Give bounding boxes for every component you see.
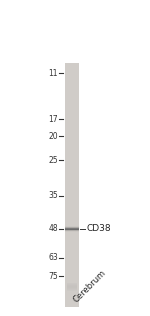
Text: 20: 20: [49, 132, 58, 141]
Text: 63: 63: [48, 253, 58, 262]
Text: 48: 48: [49, 224, 58, 234]
Text: 25: 25: [49, 155, 58, 165]
Text: 11: 11: [49, 69, 58, 78]
Text: Cerebrum: Cerebrum: [72, 268, 108, 304]
Bar: [65, 63, 79, 307]
Text: CD38: CD38: [86, 224, 111, 234]
Text: 75: 75: [48, 272, 58, 281]
Text: 35: 35: [48, 191, 58, 200]
Text: 17: 17: [49, 115, 58, 124]
